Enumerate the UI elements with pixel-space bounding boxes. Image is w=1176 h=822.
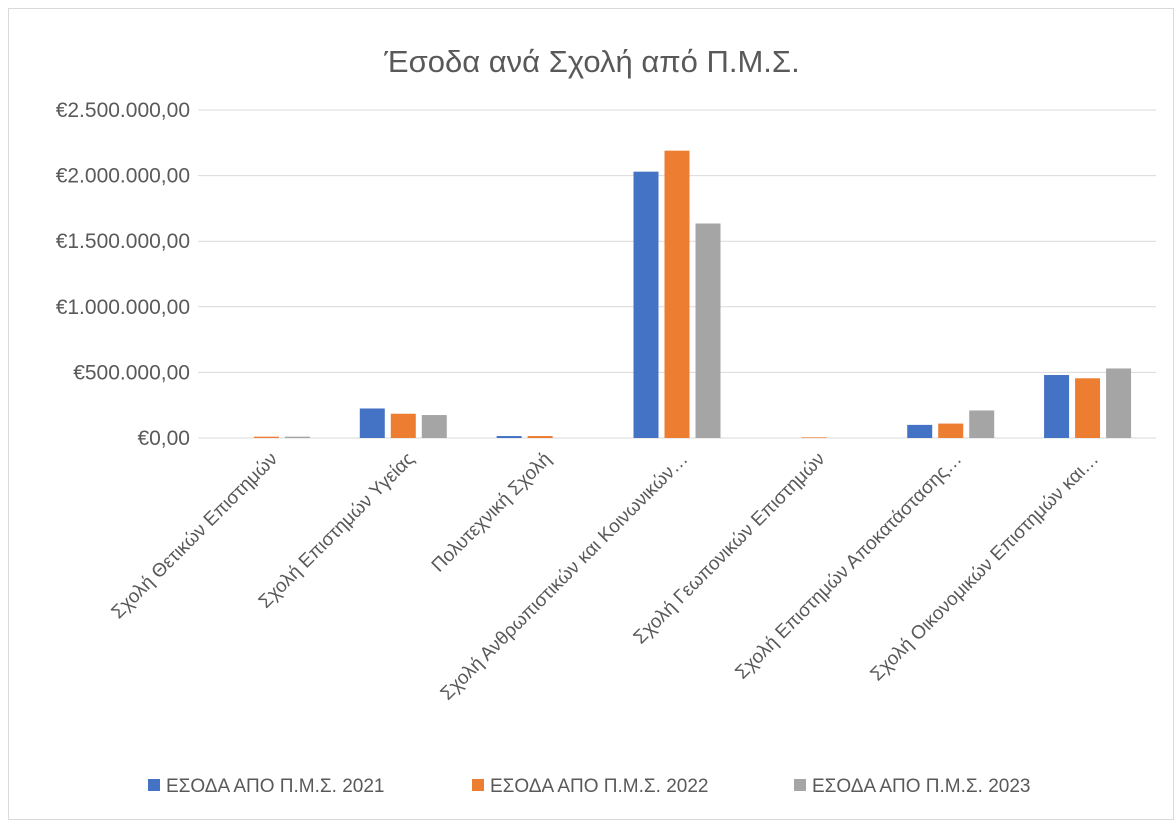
bar <box>496 436 522 438</box>
bar <box>390 413 416 438</box>
bar <box>664 150 690 438</box>
y-tick-label: €1.000.000,00 <box>56 296 190 319</box>
bar <box>359 408 385 438</box>
x-category-label: Πολυτεχνική Σχολή <box>428 449 556 577</box>
x-category-label: Σχολή Επιστημών Υγείας <box>255 449 419 613</box>
legend-swatch <box>472 779 484 791</box>
bar <box>907 424 933 438</box>
bar <box>1044 375 1070 438</box>
bar <box>253 436 279 438</box>
legend-label: ΕΣΟΔΑ ΑΠΟ Π.Μ.Σ. 2021 <box>166 776 384 797</box>
bar <box>695 223 721 438</box>
y-tick-label: €500.000,00 <box>73 361 190 384</box>
legend-label: ΕΣΟΔΑ ΑΠΟ Π.Μ.Σ. 2023 <box>812 776 1030 797</box>
bar <box>527 436 553 438</box>
legend-label: ΕΣΟΔΑ ΑΠΟ Π.Μ.Σ. 2022 <box>490 776 708 797</box>
bar <box>633 171 659 438</box>
bar <box>1106 368 1132 438</box>
bar <box>938 423 964 438</box>
x-category-label: Σχολή Επιστημών Αποκατάστασης… <box>731 449 966 684</box>
y-tick-label: €2.000.000,00 <box>56 165 190 188</box>
y-tick-label: €2.500.000,00 <box>56 99 190 122</box>
chart-title: Έσοδα ανά Σχολή από Π.Μ.Σ. <box>383 44 799 79</box>
bar <box>969 410 995 438</box>
y-tick-label: €0,00 <box>137 427 190 450</box>
legend-swatch <box>148 779 160 791</box>
y-axis-tick-labels: €0,00 €500.000,00 €1.000.000,00 €1.500.000,… <box>56 99 190 450</box>
y-tick-label: €1.500.000,00 <box>56 230 190 253</box>
legend-swatch <box>794 779 806 791</box>
bar <box>801 437 827 438</box>
x-category-label: Σχολή Οικονομικών Επιστημών και… <box>867 449 1104 686</box>
bars <box>253 150 1132 438</box>
legend: ΕΣΟΔΑ ΑΠΟ Π.Μ.Σ. 2021 ΕΣΟΔΑ ΑΠΟ Π.Μ.Σ. 20… <box>148 776 1030 797</box>
bar <box>421 415 447 438</box>
bar <box>284 436 310 438</box>
x-category-label: Σχολή Ανθρωπιστικών και Κοινωνικών… <box>437 449 693 705</box>
bar <box>1075 378 1101 438</box>
